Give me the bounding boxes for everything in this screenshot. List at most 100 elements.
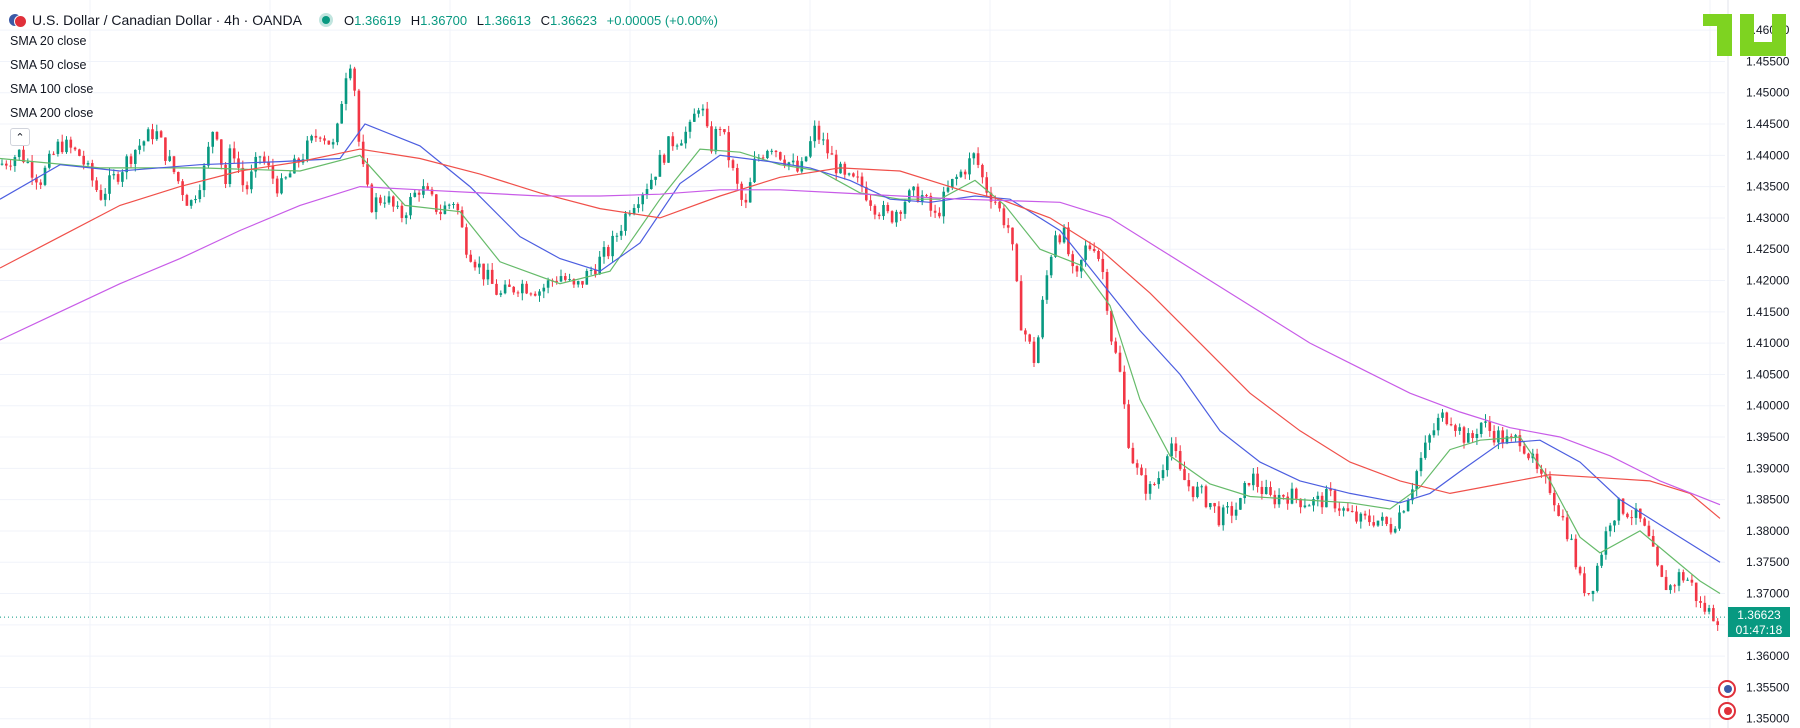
candle-body (1587, 593, 1590, 595)
candle-body (1596, 565, 1599, 591)
sma-line-2 (0, 148, 1721, 519)
indicator-sma-20[interactable]: SMA 20 close (10, 34, 87, 48)
candle-body (314, 135, 318, 138)
candle-body (1325, 488, 1328, 508)
candle-body (1415, 471, 1418, 490)
candle-body (1419, 457, 1423, 472)
candle-body (1385, 516, 1388, 525)
y-tick-label: 1.37500 (1746, 555, 1790, 569)
indicator-sma-100[interactable]: SMA 100 close (10, 82, 94, 96)
candle-body (912, 186, 915, 191)
y-tick-label: 1.44000 (1746, 148, 1790, 162)
candle-body (108, 175, 111, 194)
candle-body (404, 215, 408, 219)
candle-body (1213, 503, 1216, 507)
candle-body (207, 146, 210, 166)
candle-body (499, 293, 503, 295)
candle-body (112, 174, 116, 176)
candle-body (714, 128, 718, 152)
candle-body (1290, 488, 1294, 504)
candle-body (1359, 513, 1363, 522)
candle-body (675, 145, 679, 147)
candle-body (65, 139, 68, 153)
candle-body (370, 184, 374, 213)
candle-body (521, 283, 524, 294)
candle-body (189, 200, 193, 206)
candle-body (1118, 352, 1122, 372)
y-tick-label: 1.35500 (1746, 680, 1790, 694)
candle-body (73, 147, 77, 150)
candle-body (589, 270, 593, 272)
symbol-title[interactable]: U.S. Dollar / Canadian Dollar · 4h · OAN… (32, 12, 302, 28)
candle-body (1071, 254, 1074, 267)
candle-body (1252, 473, 1255, 486)
candle-body (1170, 443, 1173, 457)
sma-line-3 (0, 185, 1721, 506)
candle-body (1092, 248, 1096, 251)
candle-body (177, 172, 180, 182)
economic-event-icon (1718, 680, 1736, 698)
candle-body (1406, 500, 1410, 512)
candle-body (91, 163, 94, 181)
candle-body (435, 194, 438, 212)
candle-body (1707, 608, 1711, 612)
candle-body (959, 171, 963, 177)
candle-body (873, 205, 877, 215)
candle-body (1338, 508, 1341, 511)
candle-body (374, 197, 378, 213)
candle-body (998, 201, 1001, 209)
candle-body (1260, 486, 1264, 494)
candle-body (293, 158, 296, 174)
candle-body (1097, 250, 1100, 259)
change-value: +0.00005 (+0.00%) (606, 12, 718, 28)
candle-body (671, 136, 675, 147)
candle-body (56, 141, 60, 154)
candle-body (1393, 528, 1397, 533)
candle-body (263, 156, 266, 162)
candle-body (925, 195, 928, 197)
y-tick-label: 1.38000 (1746, 524, 1790, 538)
candle-body (5, 163, 8, 166)
candle-body (1462, 427, 1466, 443)
candle-body (1613, 520, 1616, 526)
candle-body (503, 284, 507, 294)
candle-body (1694, 582, 1698, 602)
candle-body (516, 292, 520, 294)
candle-body (525, 283, 528, 294)
candle-body (770, 150, 773, 152)
candle-body (602, 247, 606, 257)
candle-body (1333, 490, 1337, 509)
collapse-legend-button[interactable]: ⌃ (10, 128, 30, 146)
y-tick-label: 1.45000 (1746, 86, 1790, 100)
candle-body (594, 270, 597, 275)
candle-body (396, 205, 399, 207)
candle-body (366, 164, 369, 185)
market-status-icon[interactable] (322, 16, 330, 24)
candle-body (1424, 442, 1427, 458)
candle-body (1303, 505, 1307, 508)
candle-body (641, 194, 644, 205)
candle-body (331, 142, 335, 145)
candle-body (809, 141, 812, 157)
candle-body (779, 152, 782, 160)
candle-body (508, 284, 511, 287)
candle-body (43, 167, 47, 185)
candle-body (942, 191, 945, 217)
candle-body (1518, 435, 1522, 447)
candle-body (1690, 579, 1694, 583)
low-label: L (476, 12, 484, 28)
candle-body (413, 192, 417, 197)
candle-body (323, 138, 326, 141)
candle-body (1187, 480, 1191, 487)
event-icons[interactable] (1716, 678, 1738, 722)
indicator-sma-200[interactable]: SMA 200 close (10, 106, 94, 120)
indicator-sma-50[interactable]: SMA 50 close (10, 58, 87, 72)
candle-body (718, 128, 722, 130)
candle-body (1183, 469, 1186, 481)
candle-body (1075, 266, 1079, 272)
candle-body (1299, 498, 1302, 508)
candle-body (284, 177, 288, 179)
candle-body (194, 198, 197, 201)
